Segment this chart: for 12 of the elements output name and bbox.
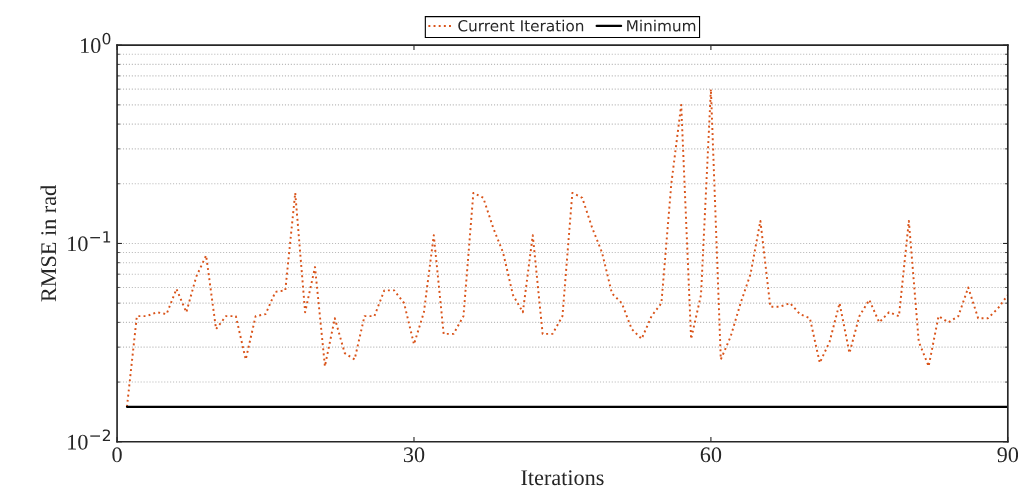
y-tick-label: 10$^{−2}$ (68, 429, 111, 450)
y-tick-label: 10$^{0}$ (81, 32, 111, 54)
x-tick-label: 30 (403, 447, 425, 463)
y-tick-label: 10$^{−1}$ (68, 231, 111, 252)
x-tick-label: 60 (700, 447, 722, 463)
x-axis-title: Iterations (521, 470, 604, 486)
line-series (126, 88, 1008, 408)
legend-label: Current Iteration (458, 19, 584, 32)
y-axis-title: RMSE in rad (40, 185, 57, 302)
legend-label: Minimum (627, 19, 696, 32)
x-tick-label: 90 (997, 447, 1018, 463)
x-tick-label: 0 (112, 447, 122, 463)
